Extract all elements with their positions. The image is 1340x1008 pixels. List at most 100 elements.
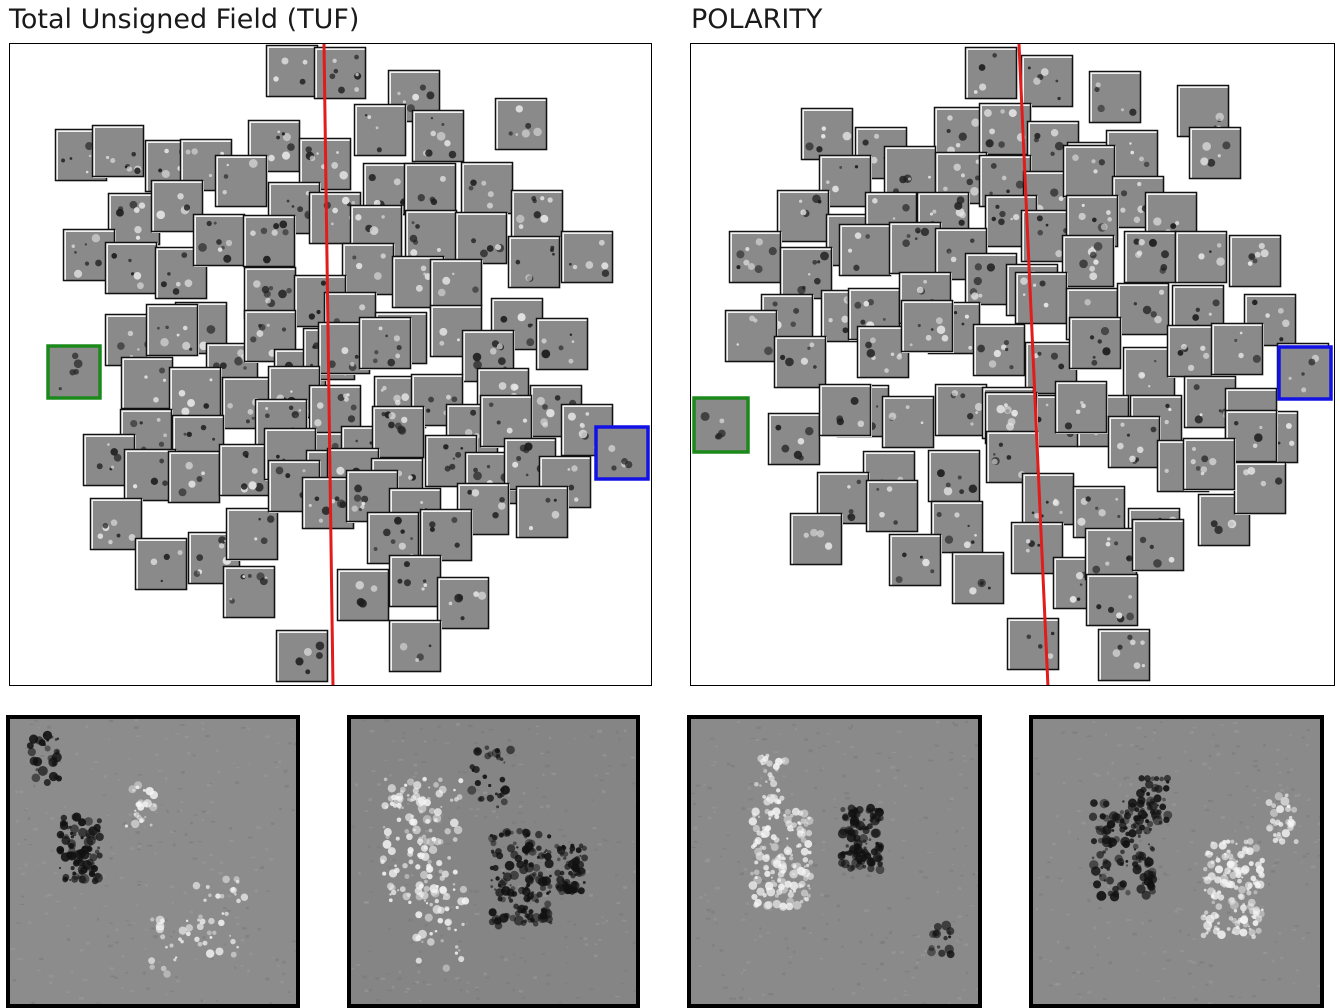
blue-highlight-box <box>594 425 650 481</box>
magnetogram-thumbnail <box>535 317 589 371</box>
magnetogram-thumbnail <box>494 97 548 151</box>
green-highlight-box <box>46 344 102 400</box>
red-divider-line <box>322 44 335 685</box>
magnetogram-thumbnail <box>773 335 827 389</box>
magnetogram-zoom-image <box>691 719 978 1004</box>
magnetogram-thumbnail <box>560 230 614 284</box>
magnetogram-thumbnail <box>1020 54 1074 108</box>
magnetogram-thumbnail <box>1210 322 1264 376</box>
magnetogram-thumbnail <box>214 154 268 208</box>
magnetogram-thumbnail <box>767 412 821 466</box>
red-divider-line <box>1017 44 1050 685</box>
magnetogram-thumbnail <box>403 162 457 216</box>
magnetogram-thumbnail <box>1107 415 1161 469</box>
magnetogram-thumbnail <box>1084 527 1138 581</box>
magnetogram-thumbnail <box>1021 472 1075 526</box>
magnetogram-thumbnail <box>1088 70 1142 124</box>
magnetogram-thumbnail <box>856 325 910 379</box>
polarity-blue-zoom <box>1029 715 1324 1008</box>
magnetogram-thumbnail <box>1131 518 1185 572</box>
magnetogram-thumbnail <box>353 103 407 157</box>
magnetogram-thumbnail <box>1061 234 1115 288</box>
magnetogram-thumbnail <box>1123 230 1177 284</box>
tuf-embedding-panel <box>9 43 652 686</box>
magnetogram-thumbnail <box>724 309 778 363</box>
magnetogram-thumbnail <box>728 230 782 284</box>
magnetogram-thumbnail <box>1116 282 1170 336</box>
magnetogram-thumbnail <box>411 109 465 163</box>
magnetogram-thumbnail <box>91 124 145 178</box>
magnetogram-thumbnail <box>429 258 483 312</box>
magnetogram-thumbnail <box>308 384 362 438</box>
magnetogram-thumbnail <box>865 479 919 533</box>
magnetogram-zoom-image <box>351 719 636 1004</box>
magnetogram-thumbnail <box>1014 271 1068 325</box>
magnetogram-thumbnail <box>313 46 367 100</box>
magnetogram-thumbnail <box>104 241 158 295</box>
magnetogram-thumbnail <box>1054 380 1108 434</box>
magnetogram-thumbnail <box>388 554 442 608</box>
magnetogram-zoom-image <box>10 719 296 1004</box>
magnetogram-thumbnail <box>515 485 569 539</box>
magnetogram-thumbnail <box>1062 144 1116 198</box>
magnetogram-thumbnail <box>984 194 1038 248</box>
magnetogram-thumbnail <box>818 383 872 437</box>
magnetogram-thumbnail <box>145 303 199 357</box>
magnetogram-thumbnail <box>951 551 1005 605</box>
magnetogram-thumbnail <box>419 508 473 562</box>
tuf-blue-zoom <box>347 715 640 1008</box>
magnetogram-thumbnail <box>1122 346 1176 400</box>
magnetogram-thumbnail <box>1097 628 1151 682</box>
magnetogram-thumbnail <box>454 211 508 265</box>
magnetogram-thumbnail <box>242 214 296 268</box>
magnetogram-thumbnail <box>933 106 987 160</box>
magnetogram-thumbnail <box>972 323 1026 377</box>
magnetogram-thumbnail <box>358 316 412 370</box>
magnetogram-thumbnail <box>1006 617 1060 671</box>
magnetogram-thumbnail <box>1174 230 1228 284</box>
magnetogram-thumbnail <box>89 497 143 551</box>
polarity-embedding-panel <box>690 43 1335 686</box>
magnetogram-thumbnail <box>168 366 222 420</box>
magnetogram-thumbnail <box>265 44 319 98</box>
magnetogram-thumbnail <box>120 356 174 410</box>
magnetogram-thumbnail <box>510 189 564 243</box>
magnetogram-thumbnail <box>881 395 935 449</box>
magnetogram-thumbnail <box>460 161 514 215</box>
magnetogram-thumbnail <box>1188 126 1242 180</box>
magnetogram-thumbnail <box>371 405 425 459</box>
magnetogram-thumbnail <box>900 299 954 353</box>
magnetogram-thumbnail <box>507 235 561 289</box>
magnetogram-thumbnail <box>218 443 272 497</box>
magnetogram-thumbnail <box>134 537 188 591</box>
green-highlight-box <box>692 396 750 454</box>
magnetogram-thumbnail <box>776 189 830 243</box>
polarity-panel-title: POLARITY <box>691 4 823 35</box>
polarity-green-zoom <box>687 715 982 1008</box>
magnetogram-thumbnail <box>1233 461 1287 515</box>
magnetogram-thumbnail <box>222 565 276 619</box>
magnetogram-thumbnail <box>934 383 988 437</box>
magnetogram-thumbnail <box>964 46 1018 100</box>
magnetogram-thumbnail <box>388 619 442 673</box>
polarity-tile-scatter <box>692 44 1333 685</box>
magnetogram-thumbnail <box>436 576 490 630</box>
magnetogram-thumbnail <box>888 221 942 275</box>
magnetogram-thumbnail <box>1228 234 1282 288</box>
magnetogram-thumbnail <box>883 145 937 199</box>
magnetogram-thumbnail <box>404 209 458 263</box>
tuf-tile-scatter <box>46 44 650 685</box>
magnetogram-thumbnail <box>1166 324 1220 378</box>
magnetogram-thumbnail <box>167 450 221 504</box>
magnetogram-thumbnail <box>1068 316 1122 370</box>
magnetogram-thumbnail <box>838 223 892 277</box>
magnetogram-thumbnail <box>275 629 329 683</box>
magnetogram-thumbnail <box>192 213 246 267</box>
magnetogram-thumbnail <box>336 568 390 622</box>
magnetogram-thumbnail <box>1085 573 1139 627</box>
magnetogram-zoom-image <box>1033 719 1320 1004</box>
blue-highlight-box <box>1277 345 1333 401</box>
magnetogram-thumbnail <box>789 512 843 566</box>
magnetogram-thumbnail <box>888 533 942 587</box>
magnetogram-thumbnail <box>927 449 981 503</box>
